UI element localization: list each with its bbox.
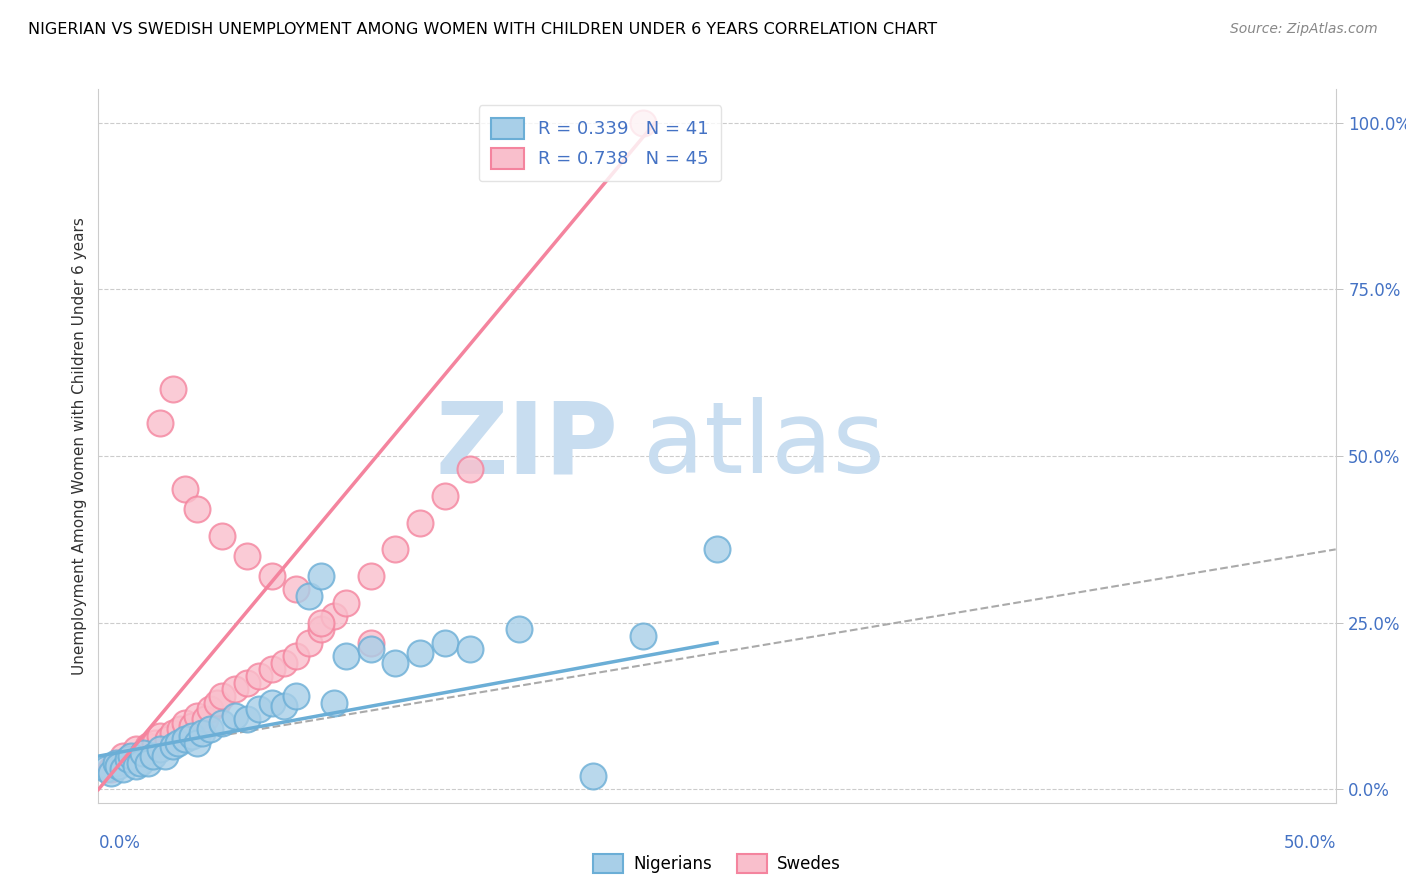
Point	[409, 646, 432, 660]
Point	[260, 662, 283, 676]
Point	[198, 723, 221, 737]
Point	[124, 759, 146, 773]
Point	[142, 749, 165, 764]
Point	[360, 636, 382, 650]
Point	[260, 569, 283, 583]
Point	[335, 596, 357, 610]
Point	[155, 749, 177, 764]
Point	[129, 756, 152, 770]
Point	[132, 746, 155, 760]
Point	[433, 489, 456, 503]
Point	[360, 569, 382, 583]
Point	[186, 709, 208, 723]
Point	[211, 529, 233, 543]
Point	[706, 542, 728, 557]
Point	[124, 742, 146, 756]
Point	[112, 763, 135, 777]
Point	[285, 649, 308, 664]
Point	[94, 763, 117, 777]
Point	[309, 615, 332, 630]
Point	[631, 629, 654, 643]
Point	[162, 382, 184, 396]
Point	[112, 749, 135, 764]
Point	[174, 715, 197, 730]
Point	[149, 729, 172, 743]
Point	[136, 739, 159, 753]
Point	[191, 725, 214, 739]
Text: ZIP: ZIP	[436, 398, 619, 494]
Point	[166, 736, 188, 750]
Point	[384, 542, 406, 557]
Y-axis label: Unemployment Among Women with Children Under 6 years: Unemployment Among Women with Children U…	[72, 217, 87, 675]
Point	[260, 696, 283, 710]
Point	[582, 769, 605, 783]
Point	[273, 656, 295, 670]
Legend: Nigerians, Swedes: Nigerians, Swedes	[586, 847, 848, 880]
Text: atlas: atlas	[643, 398, 884, 494]
Point	[136, 756, 159, 770]
Text: NIGERIAN VS SWEDISH UNEMPLOYMENT AMONG WOMEN WITH CHILDREN UNDER 6 YEARS CORRELA: NIGERIAN VS SWEDISH UNEMPLOYMENT AMONG W…	[28, 22, 938, 37]
Point	[117, 752, 139, 766]
Point	[247, 669, 270, 683]
Point	[322, 609, 344, 624]
Point	[162, 739, 184, 753]
Point	[186, 736, 208, 750]
Point	[100, 765, 122, 780]
Point	[186, 502, 208, 516]
Point	[174, 732, 197, 747]
Point	[224, 709, 246, 723]
Point	[169, 723, 191, 737]
Point	[409, 516, 432, 530]
Point	[384, 656, 406, 670]
Point	[198, 702, 221, 716]
Text: 50.0%: 50.0%	[1284, 834, 1336, 852]
Point	[631, 115, 654, 129]
Point	[236, 675, 259, 690]
Point	[174, 483, 197, 497]
Point	[298, 636, 321, 650]
Point	[162, 725, 184, 739]
Point	[236, 549, 259, 563]
Point	[156, 732, 179, 747]
Point	[143, 736, 166, 750]
Text: Source: ZipAtlas.com: Source: ZipAtlas.com	[1230, 22, 1378, 37]
Point	[211, 689, 233, 703]
Point	[458, 642, 481, 657]
Point	[458, 462, 481, 476]
Text: 0.0%: 0.0%	[98, 834, 141, 852]
Point	[149, 416, 172, 430]
Point	[224, 682, 246, 697]
Point	[285, 689, 308, 703]
Point	[181, 719, 204, 733]
Point	[181, 729, 204, 743]
Point	[100, 763, 122, 777]
Point	[309, 569, 332, 583]
Point	[132, 746, 155, 760]
Point	[247, 702, 270, 716]
Point	[360, 642, 382, 657]
Point	[508, 623, 530, 637]
Point	[194, 713, 217, 727]
Point	[107, 759, 129, 773]
Point	[309, 623, 332, 637]
Point	[335, 649, 357, 664]
Point	[120, 749, 142, 764]
Point	[104, 756, 127, 770]
Point	[236, 713, 259, 727]
Point	[107, 756, 129, 770]
Point	[273, 699, 295, 714]
Point	[298, 589, 321, 603]
Point	[433, 636, 456, 650]
Point	[211, 715, 233, 730]
Point	[149, 742, 172, 756]
Point	[205, 696, 228, 710]
Point	[117, 752, 139, 766]
Point	[322, 696, 344, 710]
Point	[285, 582, 308, 597]
